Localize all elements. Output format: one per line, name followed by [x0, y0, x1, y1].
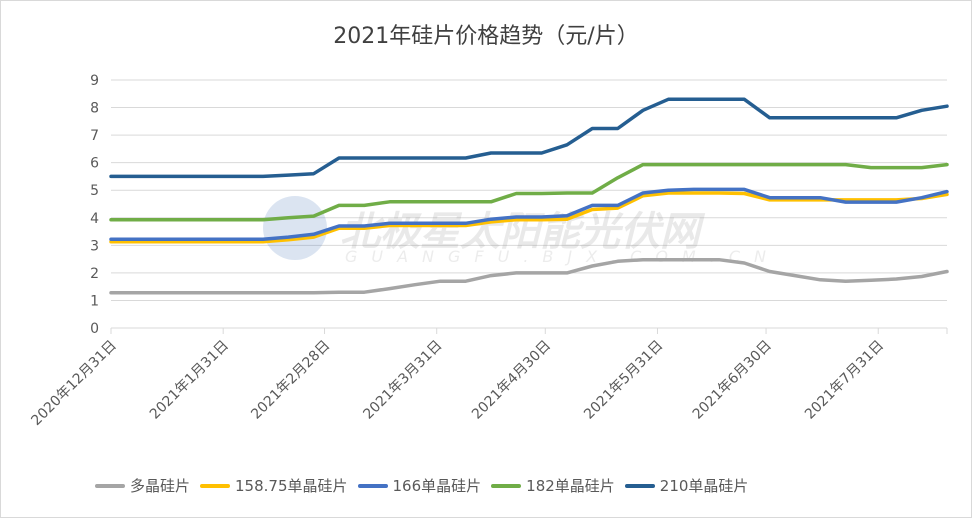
legend-swatch — [624, 483, 655, 488]
y-tick-label: 9 — [90, 73, 99, 89]
series-line-2 — [109, 187, 949, 242]
chart-title: 2021年硅片价格趋势（元/片） — [333, 24, 639, 49]
x-tick-label: 2021年6月30日 — [690, 338, 775, 423]
y-tick-label: 0 — [90, 321, 99, 337]
legend-swatch — [95, 483, 125, 488]
legend-item: 多晶硅片 — [95, 475, 190, 496]
y-tick-label: 3 — [90, 238, 99, 254]
y-tick-label: 8 — [90, 101, 99, 117]
legend-label: 多晶硅片 — [130, 477, 191, 495]
x-tick-label: 2021年1月31日 — [147, 338, 232, 423]
y-tick-label: 7 — [90, 128, 99, 144]
legend-label: 158.75单晶硅片 — [235, 477, 348, 495]
legend-item: 158.75单晶硅片 — [200, 475, 348, 496]
x-tick-label: 2021年7月31日 — [802, 338, 887, 423]
legend-item: 166单晶硅片 — [357, 475, 482, 496]
y-tick-label: 2 — [90, 266, 99, 282]
x-tick-label: 2020年12月31日 — [28, 338, 119, 429]
legend-label: 166单晶硅片 — [392, 477, 482, 495]
legend-swatch — [491, 483, 522, 488]
legend-item: 210单晶硅片 — [624, 475, 749, 496]
series-line-3 — [109, 162, 949, 222]
series-line-0 — [109, 257, 949, 295]
legend-swatch — [357, 483, 388, 488]
legend: 多晶硅片 158.75单晶硅片 166单晶硅片 182单晶硅片 210单晶硅片 — [95, 475, 748, 496]
legend-swatch — [200, 483, 231, 488]
legend-label: 210单晶硅片 — [659, 477, 749, 495]
legend-item: 182单晶硅片 — [491, 475, 615, 496]
x-tick-label: 2021年2月28日 — [248, 338, 333, 423]
y-tick-label: 5 — [90, 183, 99, 199]
x-tick-label: 2021年3月31日 — [360, 338, 445, 423]
series-line-1 — [109, 191, 949, 244]
y-tick-label: 6 — [90, 156, 99, 172]
x-tick-label: 2021年5月31日 — [581, 338, 666, 423]
y-tick-label: 4 — [90, 211, 99, 227]
series-line-4 — [109, 97, 949, 179]
y-tick-label: 1 — [90, 293, 99, 309]
x-tick-label: 2021年4月30日 — [469, 338, 554, 423]
legend-label: 182单晶硅片 — [526, 477, 615, 495]
svg-text:GUANGFU.BJX.COM.CN: GUANGFU.BJX.COM.CN — [345, 247, 780, 266]
